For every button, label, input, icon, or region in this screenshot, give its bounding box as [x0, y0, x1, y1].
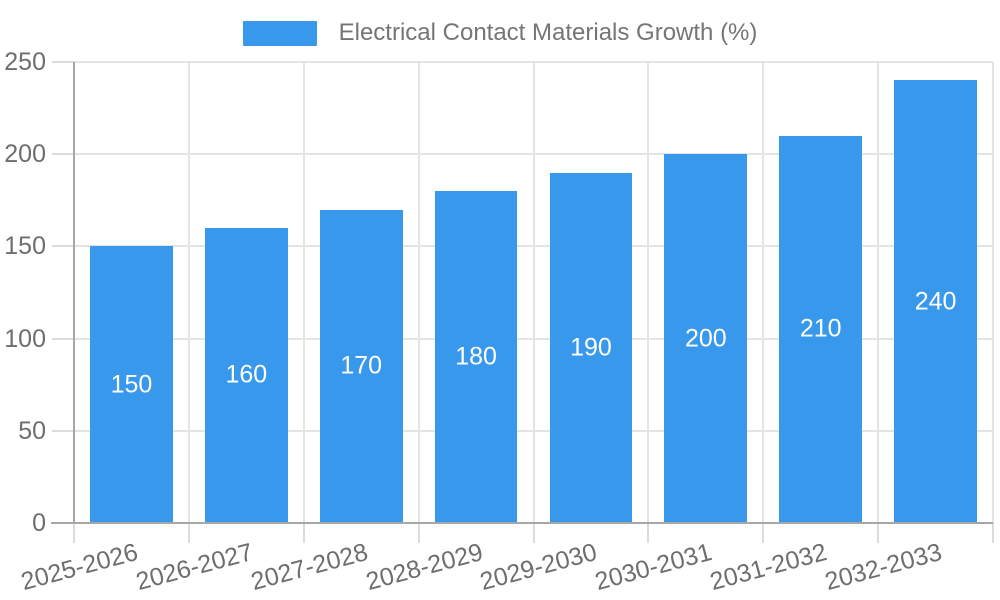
y-tick: [52, 153, 74, 156]
x-tick: [877, 523, 880, 543]
y-tick: [52, 429, 74, 432]
x-tick: [992, 523, 994, 543]
legend-label: Electrical Contact Materials Growth (%): [338, 19, 758, 46]
x-axis-line: [51, 522, 993, 524]
y-tick-label: 150: [4, 232, 46, 261]
bar[interactable]: 190: [549, 172, 633, 523]
gridline-v: [877, 62, 880, 523]
gridline-v: [532, 62, 535, 523]
x-tick: [417, 523, 420, 543]
bar-value-label: 160: [225, 360, 268, 389]
x-tick: [73, 523, 75, 543]
gridline-v: [992, 62, 994, 523]
y-tick-label: 250: [4, 48, 46, 76]
x-tick-label: 2025-2026: [17, 538, 141, 596]
gridline-v: [417, 62, 420, 523]
x-tick-label: 2028-2029: [362, 538, 486, 596]
x-tick: [762, 523, 765, 543]
bar-value-label: 190: [570, 333, 612, 362]
x-tick-label: 2031-2032: [707, 538, 830, 596]
gridline-v: [647, 62, 650, 523]
y-tick: [52, 245, 74, 248]
bar[interactable]: 210: [779, 135, 863, 523]
x-tick-label: 2030-2031: [592, 538, 716, 596]
bar-value-label: 150: [110, 370, 153, 399]
x-tick-label: 2029-2030: [477, 538, 601, 596]
y-tick: [52, 61, 74, 63]
y-tick-label: 0: [32, 509, 46, 537]
bar-value-label: 200: [684, 324, 727, 353]
bar[interactable]: 240: [894, 80, 977, 523]
bar[interactable]: 150: [90, 246, 173, 523]
bar[interactable]: 170: [319, 209, 403, 523]
x-tick-label: 2027-2028: [247, 538, 371, 596]
y-axis-line: [73, 62, 75, 523]
x-tick-label: 2032-2033: [822, 538, 945, 596]
x-tick: [302, 523, 305, 543]
bar-value-label: 170: [340, 351, 383, 380]
x-tick: [187, 523, 190, 543]
bar[interactable]: 200: [664, 154, 748, 523]
x-tick: [647, 523, 650, 543]
gridline-v: [187, 62, 190, 523]
y-tick-label: 200: [4, 140, 46, 169]
chart-legend[interactable]: Electrical Contact Materials Growth (%): [0, 20, 1000, 46]
y-tick-label: 50: [18, 416, 46, 445]
legend-swatch: [242, 20, 317, 46]
y-tick: [52, 337, 74, 340]
x-tick-label: 2026-2027: [132, 538, 256, 596]
bar-value-label: 210: [799, 314, 842, 343]
bar-value-label: 180: [455, 342, 497, 371]
y-tick-label: 100: [4, 324, 46, 353]
bar[interactable]: 180: [434, 191, 518, 523]
gridline-v: [302, 62, 305, 523]
plot-area: 0 50 100 150 200 250 150 160 170 180 190 200 210 240 2…: [4, 48, 994, 596]
bar-value-label: 240: [914, 287, 957, 316]
x-tick: [532, 523, 535, 543]
bar[interactable]: 160: [204, 227, 288, 523]
gridline-v: [762, 62, 765, 523]
